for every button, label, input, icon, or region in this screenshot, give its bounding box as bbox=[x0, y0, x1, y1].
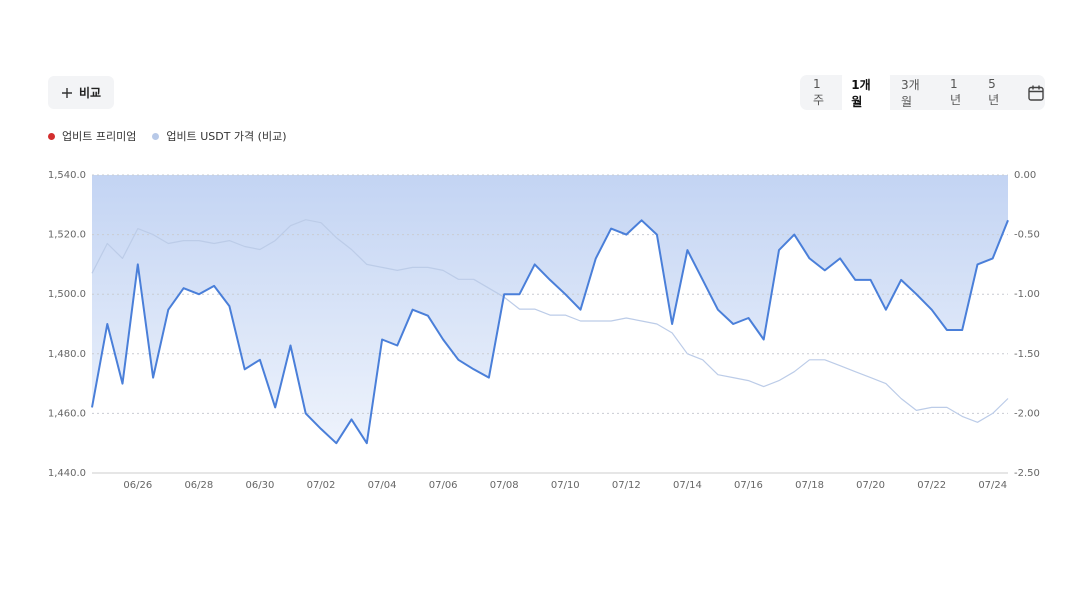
x-tick-label: 07/24 bbox=[978, 480, 1007, 491]
range-option[interactable]: 1개월 bbox=[842, 70, 890, 115]
y-tick-label: 1,540.0 bbox=[48, 170, 86, 181]
area-fill bbox=[92, 175, 1008, 444]
x-tick-label: 07/12 bbox=[612, 480, 641, 491]
legend-item: 업비트 프리미엄 bbox=[48, 128, 136, 144]
calendar-icon[interactable] bbox=[1027, 84, 1045, 102]
range-option[interactable]: 1주 bbox=[813, 77, 825, 107]
plus-icon bbox=[61, 87, 72, 98]
x-tick-label: 07/14 bbox=[673, 480, 702, 491]
series-line bbox=[91, 219, 1009, 445]
x-tick-label: 06/26 bbox=[123, 480, 152, 491]
y2-tick-label: -0.50 bbox=[1014, 230, 1040, 241]
y2-tick-label: -2.50 bbox=[1014, 468, 1040, 479]
series-line bbox=[91, 219, 1009, 423]
range-option[interactable]: 3개월 bbox=[900, 77, 920, 109]
y2-tick-label: 0.00 bbox=[1014, 170, 1036, 181]
compare-button[interactable]: 비교 bbox=[48, 76, 114, 109]
y2-tick-label: -1.00 bbox=[1014, 289, 1040, 300]
range-selector: 1주 1개월 3개월 1년 5년 bbox=[800, 70, 1045, 115]
y-tick-label: 1,480.0 bbox=[48, 349, 86, 360]
y-tick-label: 1,460.0 bbox=[48, 408, 86, 419]
x-tick-label: 06/28 bbox=[184, 480, 213, 491]
x-tick-label: 07/16 bbox=[734, 480, 763, 491]
legend-label: 업비트 프리미엄 bbox=[62, 130, 137, 143]
x-tick-label: 07/06 bbox=[429, 480, 458, 491]
x-tick-label: 07/02 bbox=[307, 480, 336, 491]
y2-tick-label: -1.50 bbox=[1014, 349, 1040, 360]
y-tick-label: 1,500.0 bbox=[48, 289, 86, 300]
x-tick-label: 07/04 bbox=[368, 480, 397, 491]
legend-dot bbox=[48, 132, 55, 140]
x-tick-label: 07/18 bbox=[795, 480, 824, 491]
range-option[interactable]: 5년 bbox=[988, 77, 1000, 107]
x-tick-label: 07/08 bbox=[490, 480, 519, 491]
y-tick-label: 1,440.0 bbox=[48, 468, 86, 479]
legend: 업비트 프리미엄 업비트 USDT 가격 (비교) bbox=[48, 128, 286, 144]
x-tick-label: 07/20 bbox=[856, 480, 885, 491]
x-tick-label: 07/22 bbox=[917, 480, 946, 491]
legend-label: 업비트 USDT 가격 (비교) bbox=[166, 130, 287, 143]
y-tick-label: 1,520.0 bbox=[48, 230, 86, 241]
x-tick-label: 07/10 bbox=[551, 480, 580, 491]
legend-dot bbox=[152, 132, 160, 140]
x-tick-label: 06/30 bbox=[246, 480, 275, 491]
range-option[interactable]: 1년 bbox=[949, 77, 961, 107]
legend-item: 업비트 USDT 가격 (비교) bbox=[152, 128, 286, 144]
y2-tick-label: -2.00 bbox=[1014, 408, 1040, 419]
compare-label: 비교 bbox=[78, 86, 102, 100]
